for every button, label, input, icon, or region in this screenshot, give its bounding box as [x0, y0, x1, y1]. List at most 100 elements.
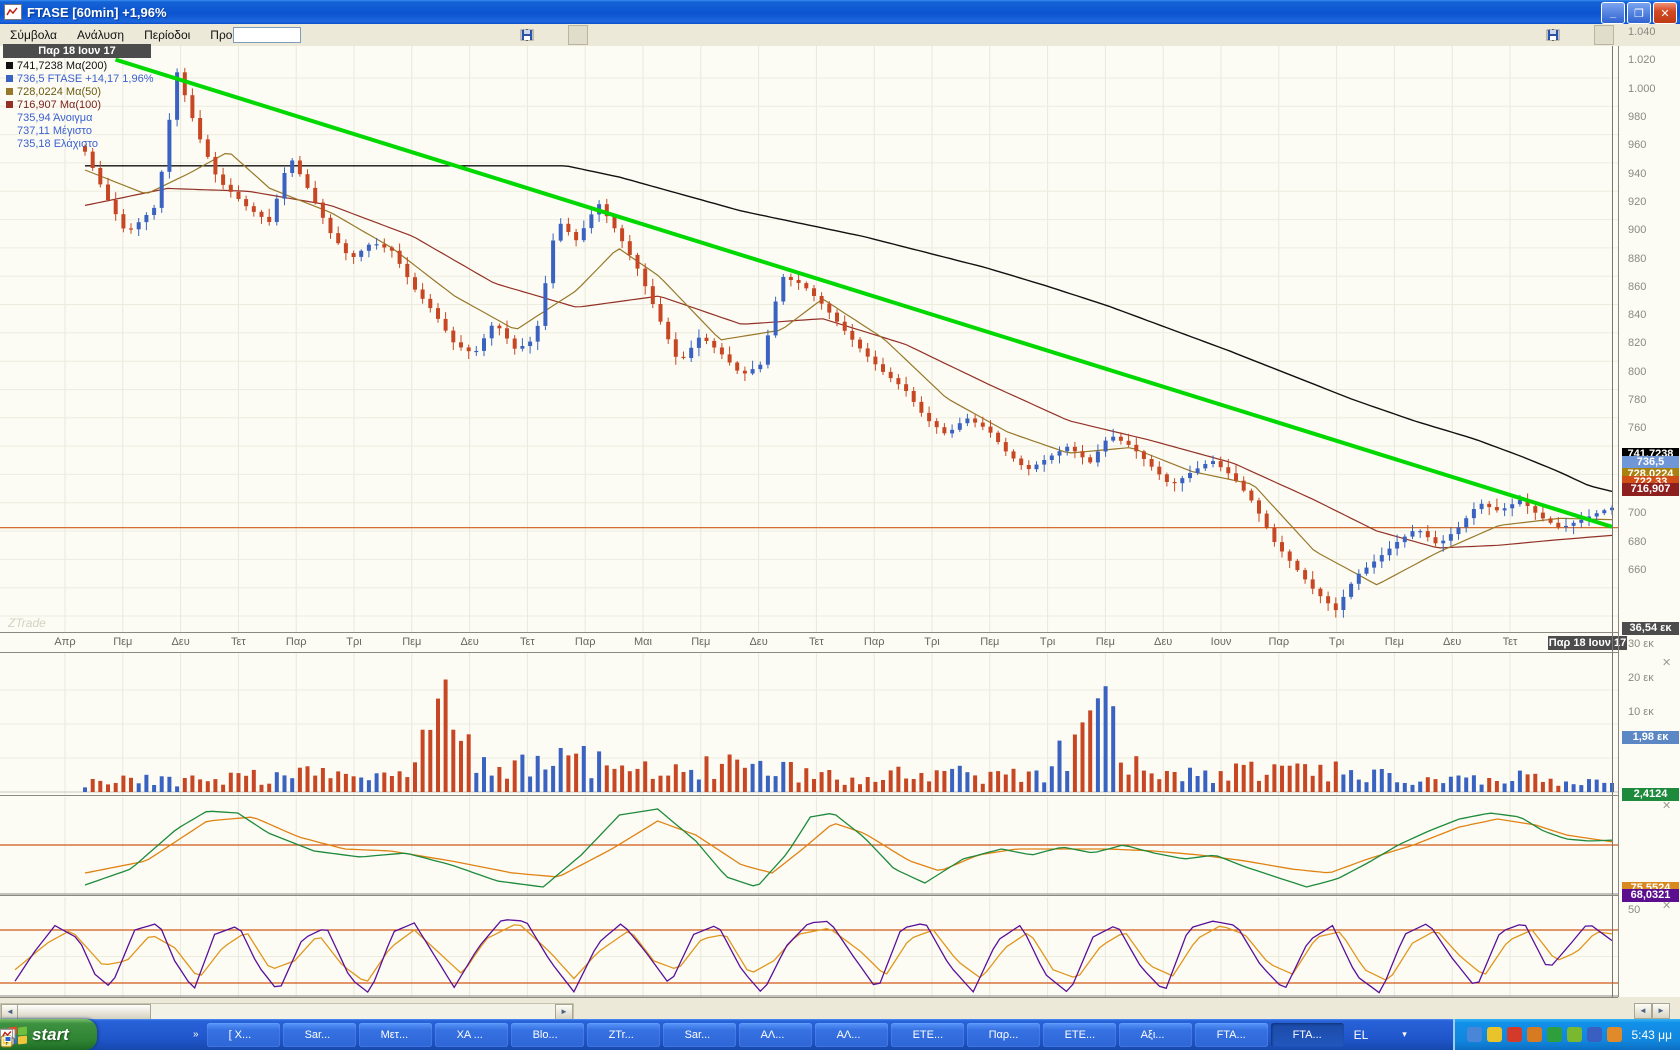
x-axis-label: Πεμ: [691, 636, 711, 648]
crosshair-tool-icon[interactable]: [521, 26, 562, 44]
quick-launch-ie-icon[interactable]: e: [1, 1027, 121, 1043]
oscillator1-panel[interactable]: [0, 797, 1618, 895]
restore-button[interactable]: ❐: [1627, 2, 1651, 24]
scroll-thumb[interactable]: [17, 1004, 151, 1020]
x-axis-label: Δευ: [1443, 636, 1462, 648]
watermark: ZTrade: [8, 616, 46, 630]
pan-right-button[interactable]: ►: [1652, 1003, 1670, 1019]
legend-swatch-icon: [6, 101, 13, 108]
price-tick: 840: [1628, 309, 1647, 322]
taskbar-button-ΑΛ[interactable]: ΑΛ...: [0, 1022, 812, 1047]
app-icon: [0, 1028, 681, 1041]
x-axis-label: Απρ: [54, 636, 76, 648]
legend-row: 737,11 Μέγιστο: [17, 124, 92, 137]
quick-launch-media-icon[interactable]: [2, 1027, 165, 1043]
tray-volume-icon[interactable]: [1527, 1027, 1543, 1042]
taskbar-button-Sar[interactable]: Sar...: [0, 1022, 356, 1047]
crosshair-tool-icon[interactable]: [1547, 26, 1588, 44]
volume-last-tag: 1,98 εκ: [1622, 731, 1679, 745]
pan-left-button[interactable]: ◄: [1634, 1003, 1652, 1019]
rectangle-tool-icon[interactable]: [1547, 25, 1614, 45]
minimize-button[interactable]: _: [1601, 2, 1625, 24]
x-axis-label: Τετ: [520, 636, 535, 648]
quick-launch-overflow-chevron[interactable]: »: [193, 1029, 199, 1040]
scroll-strip: ◄ ► ◄ ►: [0, 997, 1680, 1021]
quick-launch-mail-icon[interactable]: [0, 1027, 143, 1043]
crosshair-vline: [1612, 46, 1613, 997]
taskbar-button-FTA[interactable]: FTA...: [0, 1022, 1268, 1047]
tray-messenger-icon[interactable]: [1507, 1027, 1523, 1042]
langbar-options-caret-icon[interactable]: ▾: [1402, 1029, 1407, 1039]
price-tick: 860: [1628, 280, 1647, 293]
legend-swatch-icon: [6, 62, 13, 69]
right-axis: 1.040 1.020 1.000 980 960 940 920 900 880 860 840 8…: [1622, 0, 1680, 951]
price-tick: 920: [1628, 195, 1647, 208]
volume-panel[interactable]: [0, 653, 1618, 795]
menu-Ανάλυση[interactable]: Ανάλυση: [77, 28, 125, 42]
price-tick: 680: [1628, 535, 1647, 548]
panel-border: [0, 652, 1618, 653]
ie-icon: e: [1, 1028, 225, 1041]
tray-user-icon[interactable]: [1467, 1027, 1483, 1042]
chart-icon: [0, 1028, 1289, 1041]
price-tick: 940: [1628, 167, 1647, 180]
volume-tick: 10 εκ: [1628, 706, 1654, 718]
taskbar-button-label: ΕΤΕ...: [912, 1028, 944, 1041]
x-axis-label: Παρ: [863, 636, 885, 648]
price-panel[interactable]: [0, 46, 1618, 632]
taskbar-button-Sar[interactable]: Sar...: [0, 1022, 736, 1047]
taskbar-button-ΕΤΕ[interactable]: ΕΤΕ...: [1, 1022, 964, 1047]
quick-launch-desktop-icon[interactable]: [1, 1027, 187, 1043]
taskbar-button-label: ΑΛ...: [836, 1028, 861, 1041]
price-tick: 780: [1628, 394, 1647, 407]
volume-panel-close-icon[interactable]: ✕: [1662, 657, 1672, 669]
tray-gpu-icon[interactable]: [1567, 1027, 1583, 1042]
symbol-input[interactable]: [233, 27, 301, 43]
scroll-right-button[interactable]: ►: [555, 1004, 573, 1020]
taskbar-button-Αξι[interactable]: Αξι...: [0, 1022, 1192, 1047]
taskbar-button-ΧΑ[interactable]: WΧΑ ...: [0, 1022, 508, 1047]
stoch-purple-tag: 68,0321: [1622, 888, 1679, 902]
taskbar-button-label: Μετ...: [380, 1028, 409, 1041]
close-button[interactable]: ✕: [1653, 2, 1677, 24]
grid-tool-icon[interactable]: [522, 26, 636, 44]
menu-Περίοδοι[interactable]: Περίοδοι: [144, 28, 191, 42]
oscillator2-close-icon[interactable]: ✕: [1662, 900, 1672, 912]
taskbar-button-Παρ[interactable]: Παρ...: [0, 1022, 1040, 1047]
legend-row: 736,5 FTASE +14,17 1,96%: [6, 72, 153, 85]
start-button[interactable]: start: [0, 1019, 97, 1050]
save-tool-icon[interactable]: [522, 26, 684, 44]
osc1-last-tag: 2,4124: [1622, 788, 1679, 802]
oscillator2-panel[interactable]: [0, 897, 1618, 997]
tray-shield-icon[interactable]: [1487, 1027, 1503, 1042]
x-axis-label: Μαι: [634, 636, 652, 648]
price-tick: 760: [1628, 422, 1647, 435]
start-label: start: [32, 1024, 69, 1044]
tray-scheduler-icon[interactable]: [1607, 1027, 1623, 1042]
oscillator1-close-icon[interactable]: ✕: [1662, 800, 1672, 812]
taskbar-button-Μετ[interactable]: e Μετ...: [1, 1022, 432, 1047]
x-axis-label: Τετ: [1502, 636, 1518, 648]
panel-border: [0, 997, 1618, 998]
taskbar-button-Blo[interactable]: e Blo...: [1, 1022, 584, 1047]
price-tick: 1.020: [1628, 54, 1656, 67]
menu-Σύμβολα[interactable]: Σύμβολα: [10, 28, 57, 42]
rectangle-tool-icon[interactable]: [521, 25, 588, 45]
taskbar-button-Χ[interactable]: e [ Χ...: [1, 1022, 280, 1047]
globe-icon: [0, 1028, 301, 1041]
x-axis-label: Παρ: [285, 636, 307, 648]
ie-icon: e: [1, 1028, 605, 1041]
word-icon: W: [0, 1028, 453, 1041]
taskbar-button-label: [ Χ...: [228, 1028, 252, 1041]
taskbar-button-ZTr[interactable]: e ZTr...: [1, 1022, 660, 1047]
taskbar-button-ΑΛ[interactable]: ΑΛ...: [1, 1022, 888, 1047]
tray-network-icon[interactable]: [1587, 1027, 1603, 1042]
monitor-icon: [0, 1028, 1137, 1041]
taskbar-button-ΕΤΕ[interactable]: ΕΤΕ...: [0, 1022, 1116, 1047]
line-tool-icon[interactable]: [521, 26, 612, 44]
tray-antivirus-icon[interactable]: [1547, 1027, 1563, 1042]
language-indicator[interactable]: EL: [1353, 1027, 1369, 1042]
taskbar-button-FTA[interactable]: FTA...: [0, 1022, 1344, 1047]
price-tick: 1.040: [1628, 26, 1656, 38]
chart-tool-icon[interactable]: [520, 26, 660, 44]
